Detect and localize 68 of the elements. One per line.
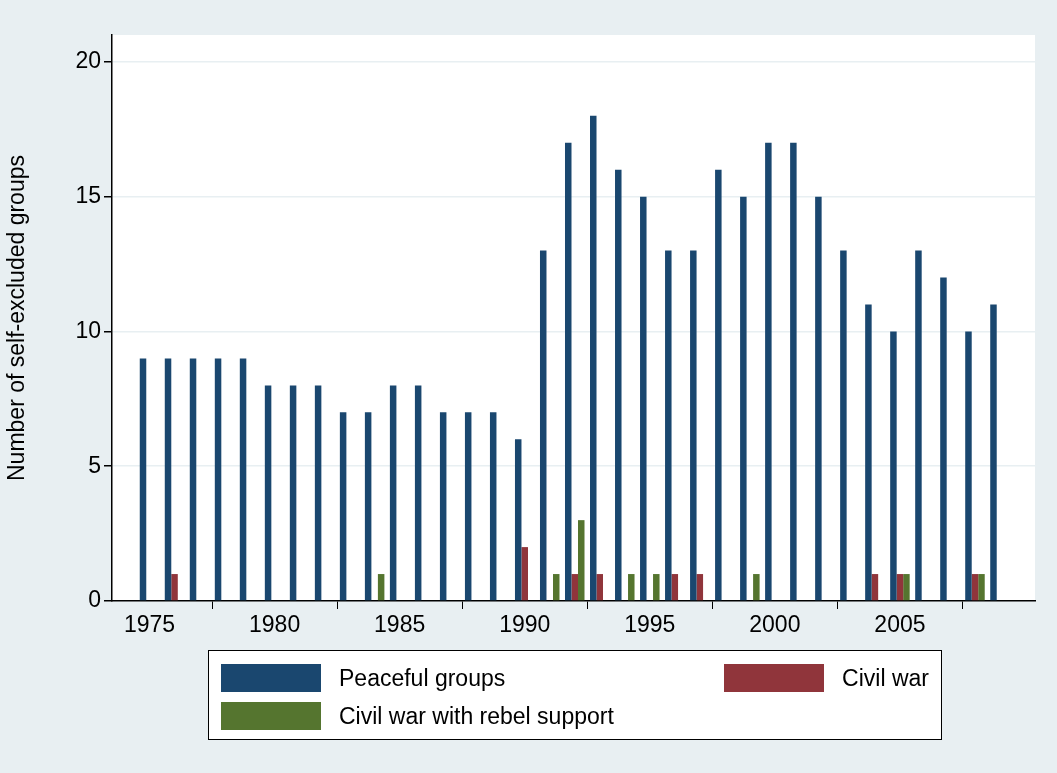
bar	[414, 385, 422, 601]
bar	[665, 250, 672, 601]
bar	[990, 304, 997, 601]
bar	[903, 574, 910, 601]
legend-label: Civil war with rebel support	[339, 702, 614, 730]
bar	[765, 142, 772, 601]
bar	[590, 115, 597, 601]
bar	[314, 385, 322, 601]
bar	[978, 574, 985, 601]
bar	[696, 574, 704, 601]
x-tick-label: 1980	[249, 611, 301, 638]
bar	[865, 304, 872, 601]
x-tick-label: 2005	[874, 611, 926, 638]
y-tick-label: 0	[88, 586, 101, 613]
bar	[596, 574, 604, 601]
bar	[640, 196, 647, 601]
bar	[628, 574, 635, 601]
legend-label: Peaceful groups	[339, 664, 506, 692]
bar	[890, 331, 897, 601]
bar	[389, 385, 397, 601]
bar	[915, 250, 922, 601]
bar	[364, 412, 372, 601]
y-tick-label: 10	[75, 316, 101, 343]
y-axis-title: Number of self-excluded groups	[3, 155, 30, 481]
bar	[439, 412, 447, 601]
bar	[164, 358, 172, 601]
bar	[815, 196, 822, 601]
bar	[521, 547, 528, 601]
y-tick-label: 15	[75, 182, 101, 209]
bar	[671, 574, 679, 601]
bar	[715, 169, 722, 601]
bar	[489, 412, 497, 601]
bar	[239, 358, 247, 601]
bar	[740, 196, 747, 601]
bar	[289, 385, 297, 601]
bar	[896, 574, 904, 601]
bar	[539, 250, 547, 601]
bar	[565, 142, 572, 601]
y-tick-label: 5	[88, 451, 101, 478]
bar	[171, 574, 178, 601]
x-tick-label: 1990	[499, 611, 551, 638]
x-tick-label: 2000	[749, 611, 801, 638]
bar	[790, 142, 797, 601]
bar	[339, 412, 347, 601]
bar	[578, 520, 585, 601]
bar	[615, 169, 622, 601]
bar	[552, 574, 560, 601]
bar	[514, 439, 522, 601]
bar	[971, 574, 979, 601]
bar	[139, 358, 147, 601]
bar	[214, 358, 222, 601]
bar	[264, 385, 272, 601]
bar	[965, 331, 972, 601]
bar	[753, 574, 760, 601]
bar	[377, 574, 385, 601]
legend-label: Civil war	[842, 664, 929, 692]
bar	[571, 574, 578, 601]
y-tick-label: 20	[75, 47, 101, 74]
bar	[871, 574, 879, 601]
bar	[840, 250, 847, 601]
x-tick-label: 1985	[374, 611, 426, 638]
bar	[653, 574, 660, 601]
x-tick-label: 1975	[123, 611, 176, 638]
bar	[189, 358, 197, 601]
bar	[690, 250, 697, 601]
x-tick-label: 1995	[624, 611, 676, 638]
bar	[940, 277, 947, 601]
bar	[464, 412, 472, 601]
